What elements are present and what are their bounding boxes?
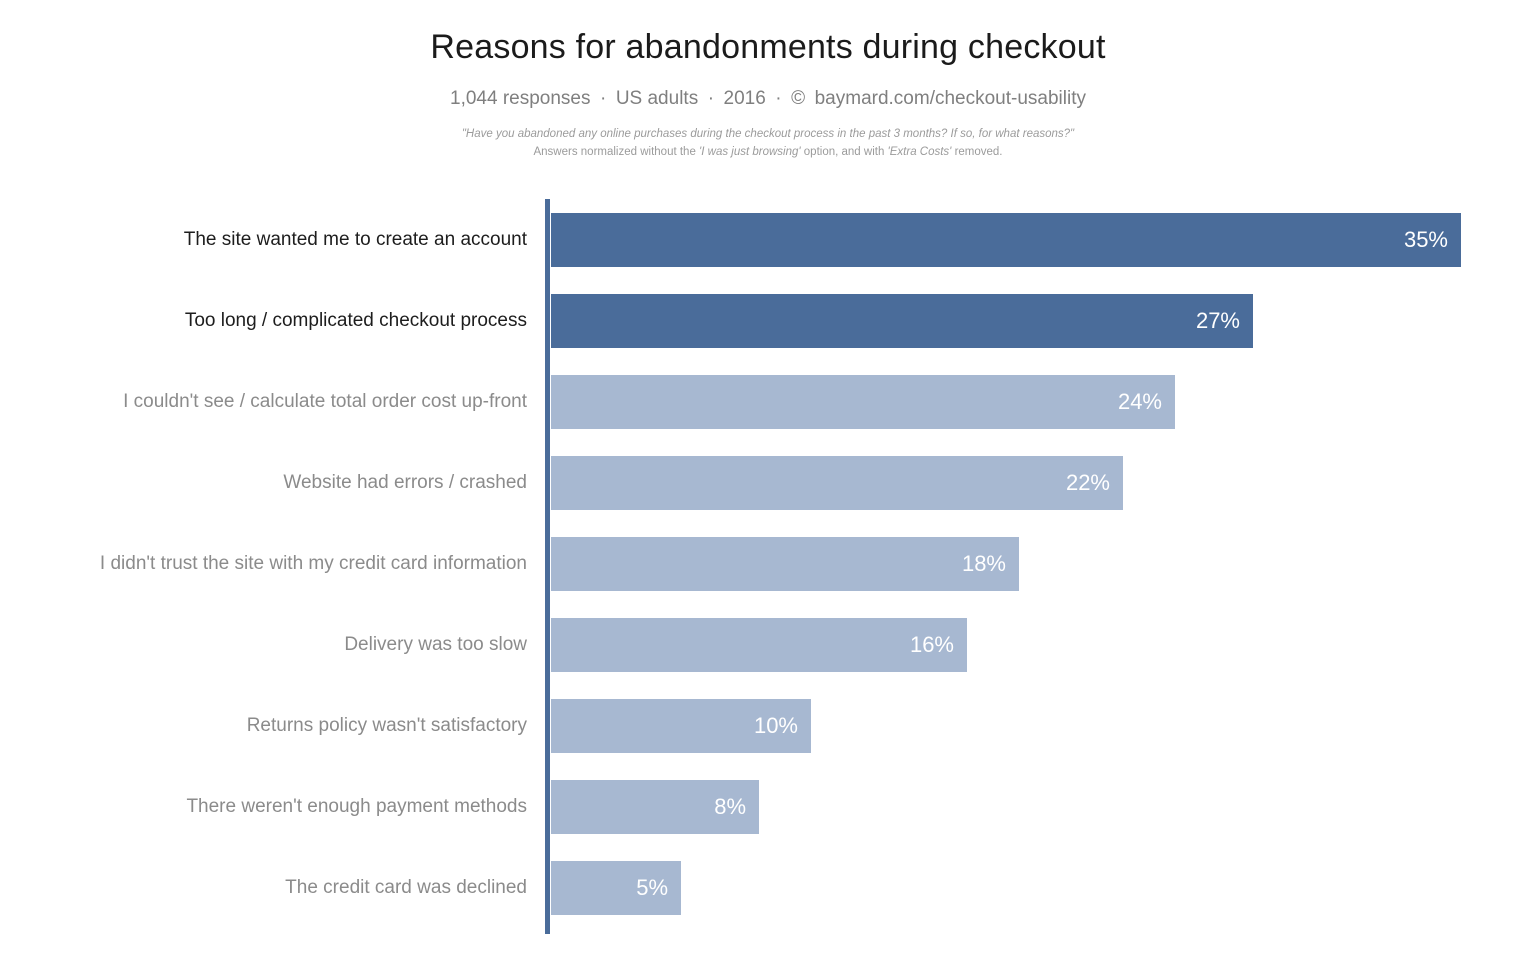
bar: 24% [551, 374, 1175, 429]
y-axis-line [545, 199, 550, 934]
chart-note: "Have you abandoned any online purchases… [0, 126, 1536, 161]
value-label: 5% [636, 874, 668, 900]
note-line-2: Answers normalized without the 'I was ju… [0, 144, 1536, 162]
category-label: Delivery was too slow [344, 633, 527, 655]
value-label: 35% [1403, 226, 1448, 252]
value-label: 24% [1117, 388, 1162, 414]
bar-row: I didn't trust the site with my credit c… [0, 523, 1536, 604]
value-label: 16% [909, 631, 954, 657]
bar-row: Website had errors / crashed 22% [0, 442, 1536, 523]
bar-row: Delivery was too slow 16% [0, 604, 1536, 685]
bar: 35% [551, 212, 1461, 267]
value-label: 27% [1195, 307, 1240, 333]
category-label: Website had errors / crashed [283, 471, 527, 493]
value-label: 18% [961, 550, 1006, 576]
bar: 10% [551, 698, 811, 753]
bar-row: Returns policy wasn't satisfactory 10% [0, 685, 1536, 766]
note-segment: 'I was just browsing' [699, 145, 801, 158]
bar-row: I couldn't see / calculate total order c… [0, 361, 1536, 442]
chart-page: Reasons for abandonments during checkout… [0, 0, 1536, 939]
bar: 27% [551, 293, 1253, 348]
value-label: 22% [1065, 469, 1110, 495]
bar: 5% [551, 860, 681, 915]
note-segment: option, and with [800, 145, 888, 158]
category-label: There weren't enough payment methods [186, 795, 527, 817]
category-label: The credit card was declined [285, 876, 527, 898]
value-label: 8% [714, 793, 746, 819]
note-segment: removed. [951, 145, 1003, 158]
bar-row: The site wanted me to create an account 3… [0, 199, 1536, 280]
bar: 16% [551, 617, 967, 672]
chart-subtitle: 1,044 responses · US adults · 2016 · © b… [450, 88, 1086, 109]
chart-header: Reasons for abandonments during checkout… [0, 0, 1536, 161]
bar-row: The credit card was declined 5% [0, 847, 1536, 928]
bar: 8% [551, 779, 759, 834]
note-line-1: "Have you abandoned any online purchases… [461, 128, 1075, 140]
value-label: 10% [753, 712, 798, 738]
category-label: I didn't trust the site with my credit c… [99, 552, 527, 574]
note-segment: Answers normalized without the [533, 145, 700, 158]
bar-row: There weren't enough payment methods 8% [0, 766, 1536, 847]
category-label: Too long / complicated checkout process [184, 309, 527, 331]
note-segment: 'Extra Costs' [887, 145, 952, 158]
bar-chart: The site wanted me to create an account 3… [0, 199, 1536, 939]
bar: 18% [551, 536, 1019, 591]
bar: 22% [551, 455, 1123, 510]
bar-rows: The site wanted me to create an account 3… [0, 199, 1536, 928]
bar-row: Too long / complicated checkout process 2… [0, 280, 1536, 361]
category-label: Returns policy wasn't satisfactory [246, 714, 527, 736]
category-label: I couldn't see / calculate total order c… [123, 390, 527, 412]
chart-title: Reasons for abandonments during checkout [430, 28, 1106, 66]
category-label: The site wanted me to create an account [183, 228, 527, 250]
